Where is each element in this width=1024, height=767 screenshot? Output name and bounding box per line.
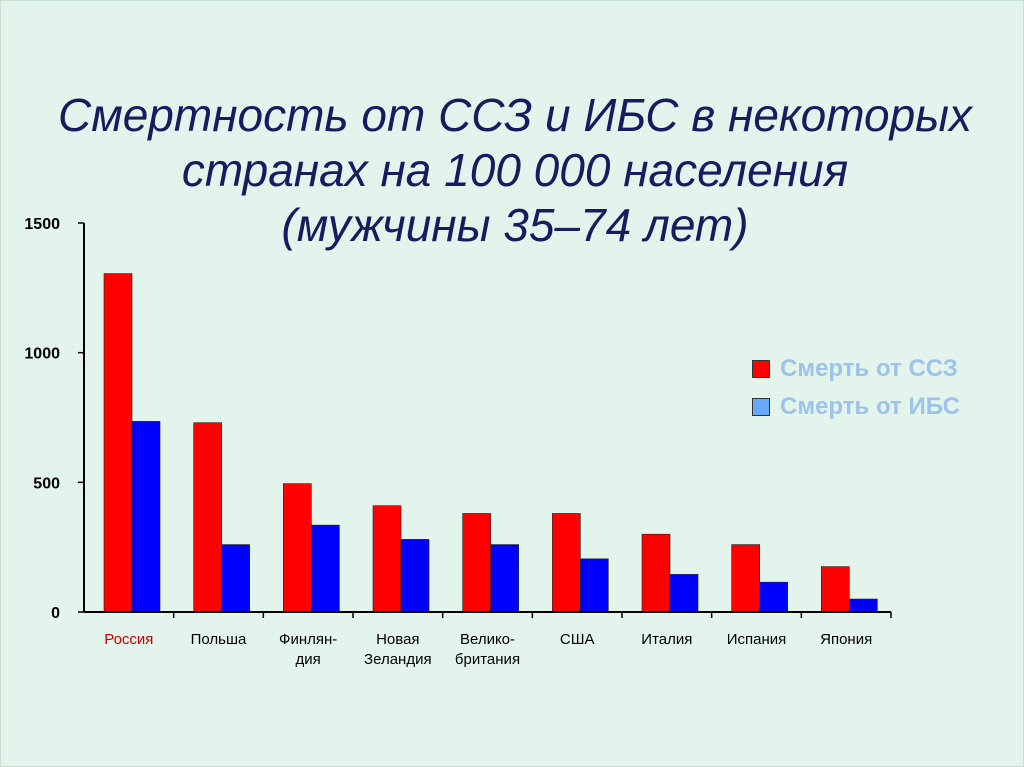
x-tick-label: Япония bbox=[820, 631, 872, 648]
legend-swatch-css bbox=[752, 360, 770, 378]
bar-ibs bbox=[131, 421, 161, 613]
bar-ibs bbox=[221, 544, 250, 613]
legend-swatch-ibs bbox=[752, 398, 770, 416]
y-tick-label: 0 bbox=[51, 605, 60, 622]
x-tick-label: Италия bbox=[641, 631, 692, 648]
legend-label-ibs: Смерть от ИБС bbox=[780, 393, 960, 420]
y-tick-label: 500 bbox=[33, 475, 60, 492]
x-tick-label: Испания bbox=[727, 631, 787, 648]
legend-item-css: Смерть от ССЗ bbox=[752, 350, 960, 388]
x-tick-label: США bbox=[560, 631, 595, 648]
y-tick-label: 1500 bbox=[24, 216, 60, 233]
bar-css bbox=[731, 544, 760, 613]
bar-ibs bbox=[400, 539, 430, 613]
bar-ibs bbox=[759, 581, 788, 613]
chart-legend: Смерть от ССЗ Смерть от ИБС bbox=[752, 350, 960, 426]
bar-ibs bbox=[490, 544, 519, 613]
title-line-1: Смертность от ССЗ и ИБС в некоторых bbox=[57, 89, 973, 141]
bar-css bbox=[641, 533, 671, 613]
x-tick-label: Россия bbox=[104, 631, 153, 648]
title-line-2: странах на 100 000 населения bbox=[181, 144, 849, 196]
bar-css bbox=[821, 566, 850, 613]
bar-ibs bbox=[849, 598, 878, 613]
bar-css bbox=[552, 513, 581, 613]
bar-css bbox=[462, 513, 491, 613]
x-tick-label: Велико-британия bbox=[455, 631, 520, 668]
chart-title: Смертность от ССЗ и ИБС в некоторых стра… bbox=[40, 88, 990, 253]
legend-label-css: Смерть от ССЗ bbox=[780, 355, 958, 382]
y-tick-label: 1000 bbox=[24, 346, 60, 363]
x-tick-label: Финлян-дия bbox=[279, 631, 337, 668]
legend-item-ibs: Смерть от ИБС bbox=[752, 388, 960, 426]
x-tick-label: Польша bbox=[191, 631, 247, 648]
bar-css bbox=[103, 273, 133, 613]
bar-ibs bbox=[669, 574, 699, 613]
bar-css bbox=[372, 505, 402, 613]
bar-ibs bbox=[311, 524, 340, 613]
bar-ibs bbox=[580, 558, 609, 613]
title-line-3: (мужчины 35–74 лет) bbox=[281, 199, 749, 251]
bar-css bbox=[283, 483, 312, 613]
x-tick-label: Новая Зеландия bbox=[364, 631, 432, 668]
bar-css bbox=[193, 422, 222, 613]
